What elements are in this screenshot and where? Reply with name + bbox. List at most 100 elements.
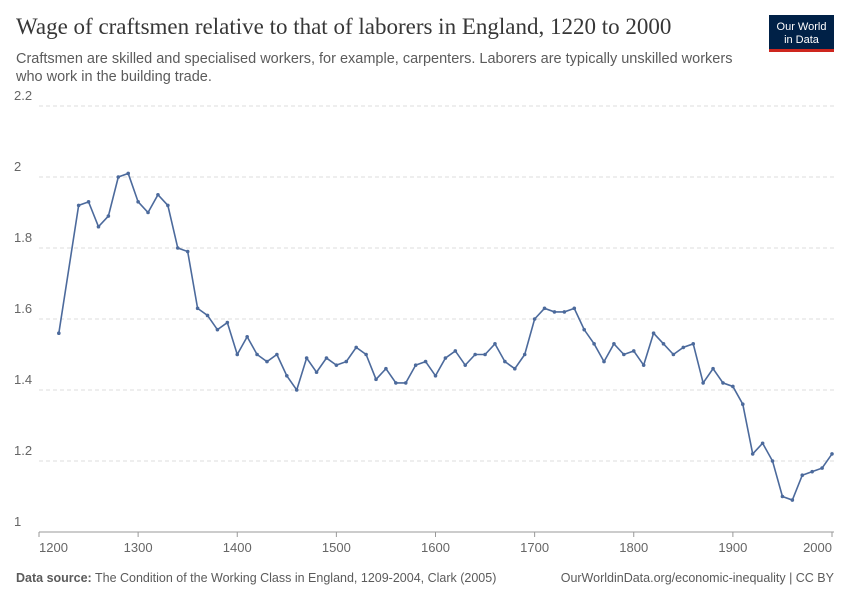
point (602, 359, 606, 364)
logo-stripe (769, 49, 834, 52)
logo-text: in Data (784, 34, 820, 46)
point (532, 317, 537, 321)
chart-title: Wage of craftsmen relative to that of la… (16, 14, 671, 39)
point (740, 402, 745, 407)
point (661, 342, 666, 346)
point (463, 363, 468, 367)
point (641, 363, 646, 367)
point (731, 384, 735, 389)
point (304, 356, 309, 360)
point (760, 441, 765, 446)
point (562, 310, 567, 314)
x-tick-label: 1700 (520, 540, 549, 555)
point (116, 175, 121, 179)
point (185, 249, 190, 254)
point (215, 327, 220, 332)
logo-text: Our World (777, 21, 827, 33)
point (364, 352, 368, 357)
point (324, 356, 329, 360)
point (810, 469, 814, 474)
point (711, 366, 715, 371)
x-tick-label: 2000 (803, 540, 832, 555)
y-tick-label: 1.4 (14, 372, 32, 387)
point (750, 452, 755, 456)
point (483, 352, 487, 357)
point (582, 327, 586, 332)
source: Data source: The Condition of the Workin… (16, 571, 496, 585)
point (136, 200, 140, 204)
point (453, 349, 458, 353)
point (225, 320, 230, 325)
point (493, 342, 497, 346)
point (790, 498, 795, 502)
point (96, 224, 101, 229)
y-tick-label: 1.6 (14, 301, 32, 316)
y-tick-label: 1.8 (14, 230, 32, 245)
point (513, 366, 517, 371)
point (413, 363, 418, 367)
point (394, 381, 398, 385)
point (126, 171, 131, 176)
x-tick-label: 1900 (718, 540, 747, 555)
series-line (58, 172, 833, 502)
x-tick-label: 1400 (223, 540, 252, 555)
point (57, 331, 61, 336)
chart-subtitle: Craftsmen are skilled and specialised wo… (16, 51, 732, 67)
point (314, 370, 319, 375)
y-tick-label: 2.2 (14, 88, 32, 103)
point (195, 306, 200, 311)
point (166, 203, 170, 208)
point (146, 210, 150, 215)
point (76, 203, 81, 208)
logo[interactable] (769, 15, 834, 52)
point (334, 363, 339, 367)
point (671, 352, 676, 357)
point (175, 246, 180, 250)
point (592, 342, 596, 346)
source-text: The Condition of the Working Class in En… (95, 571, 496, 585)
point (820, 466, 824, 470)
point (691, 342, 696, 346)
footer-link[interactable]: OurWorldinData.org/economic-inequality |… (561, 571, 835, 585)
point (503, 359, 507, 364)
point (156, 192, 160, 197)
x-tick-label: 1600 (421, 540, 450, 555)
point (354, 345, 359, 350)
point (631, 349, 636, 353)
point (235, 352, 240, 357)
y-tick-label: 1 (14, 514, 21, 529)
x-tick-label: 1800 (619, 540, 648, 555)
point (443, 356, 448, 360)
point (86, 200, 91, 204)
point (255, 352, 259, 357)
point (552, 310, 557, 314)
point (681, 345, 686, 350)
point (106, 214, 111, 218)
point (384, 366, 388, 371)
point (830, 452, 834, 456)
point (572, 306, 577, 311)
point (294, 388, 299, 392)
source-label: Data source: (16, 571, 92, 585)
x-tick-label: 1300 (124, 540, 153, 555)
point (651, 331, 656, 336)
point (275, 352, 279, 357)
point (701, 381, 705, 385)
point (612, 342, 616, 346)
point (245, 334, 249, 339)
y-tick-label: 2 (14, 159, 21, 174)
x-tick-label: 1200 (39, 540, 68, 555)
point (433, 374, 438, 378)
point (374, 377, 378, 382)
plot-area: 1 1.2 1.4 1.6 1.8 2 2.2 1200 1300 1400 1500 1600 170… (14, 88, 834, 555)
point (344, 359, 349, 364)
chart-subtitle: who work in the building trade. (15, 69, 212, 85)
point (800, 473, 805, 478)
x-tick-label: 1500 (322, 540, 351, 555)
point (423, 359, 428, 364)
point (285, 374, 289, 378)
point (721, 381, 725, 385)
point (265, 359, 269, 364)
